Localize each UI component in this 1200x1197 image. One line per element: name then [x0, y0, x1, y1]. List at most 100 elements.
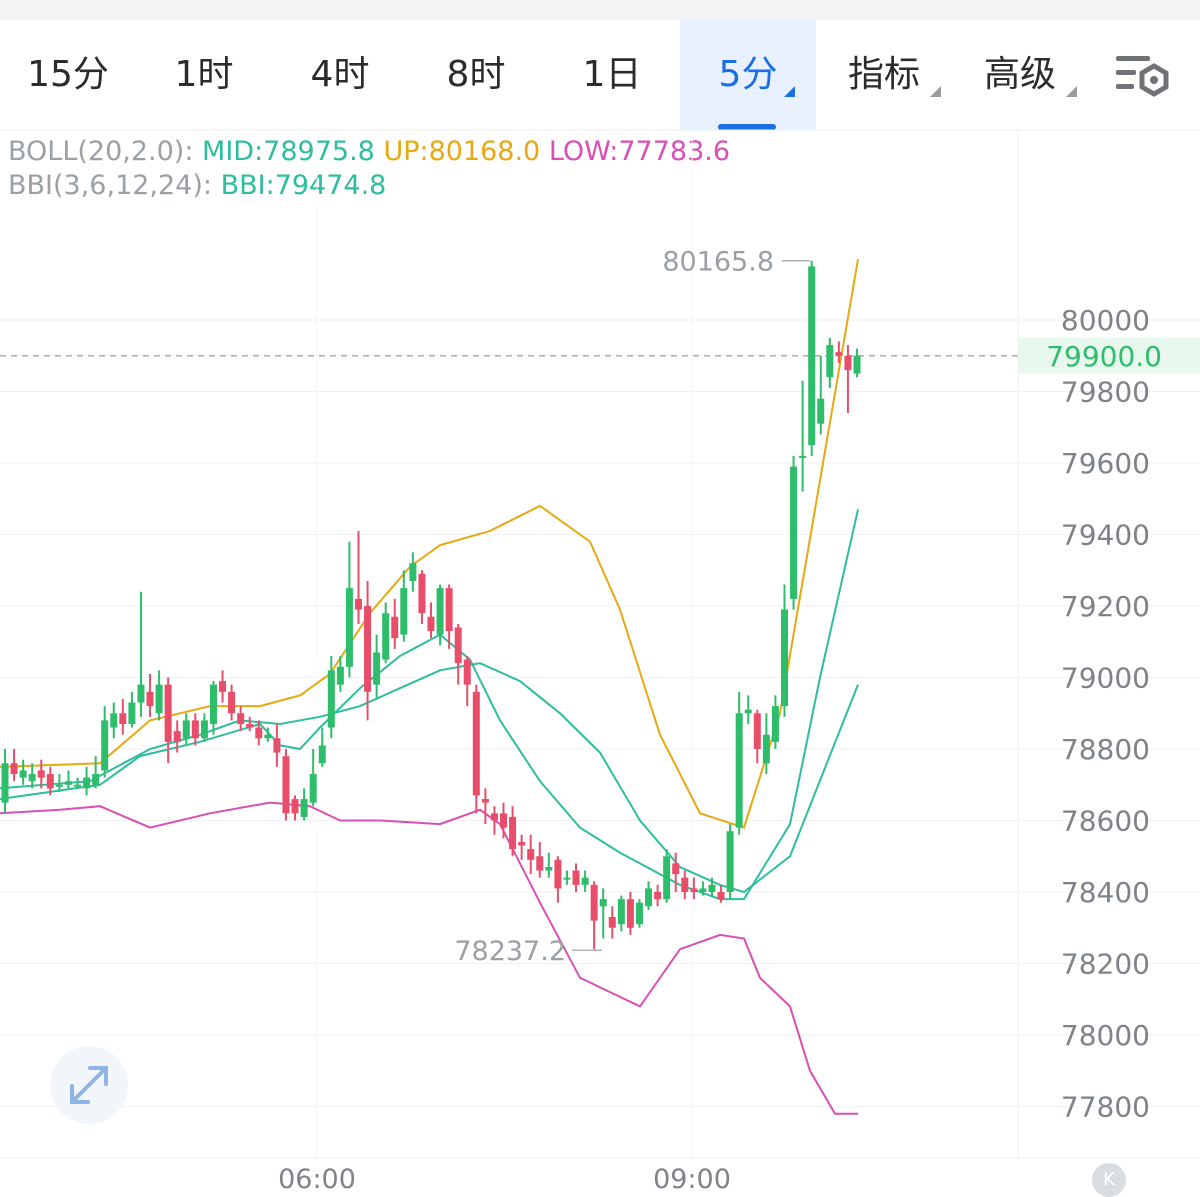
candle-body	[373, 652, 381, 685]
tab-label: 5分	[718, 54, 778, 95]
x-tick-label: 09:00	[653, 1164, 731, 1194]
y-tick-label: 79400	[1061, 519, 1150, 552]
candle	[735, 691, 743, 835]
candle	[590, 881, 598, 950]
candle	[354, 530, 362, 624]
candle-body	[209, 684, 217, 724]
candle	[1, 749, 9, 814]
candle	[373, 634, 381, 699]
candle	[563, 870, 571, 885]
candle	[264, 727, 272, 742]
candle	[219, 670, 227, 703]
candle	[146, 673, 154, 717]
candle-body	[64, 781, 72, 785]
candle	[55, 774, 63, 792]
candle-body	[808, 266, 816, 446]
boll-upper-line	[0, 259, 859, 829]
candle-body	[672, 863, 680, 875]
boll-mid-line	[0, 662, 859, 894]
candle	[400, 570, 408, 642]
candle-body	[327, 670, 335, 728]
candle	[345, 541, 353, 678]
candle	[663, 849, 671, 903]
candle-body	[635, 902, 643, 925]
chart-settings-icon[interactable]	[1110, 48, 1174, 104]
candle-body	[119, 713, 127, 724]
candle	[445, 584, 453, 649]
candle	[246, 716, 254, 732]
tab-1h[interactable]: 1时	[136, 20, 272, 130]
candle-body	[191, 720, 199, 739]
candle	[617, 895, 625, 932]
boll-legend: BOLL(20,2.0): MID:78975.8 UP:80168.0 LOW…	[8, 136, 730, 167]
candle	[780, 584, 788, 717]
candle-body	[364, 606, 372, 692]
candle	[300, 788, 308, 821]
candle	[527, 834, 535, 875]
candle-body	[826, 345, 834, 378]
candle	[92, 756, 100, 789]
candle	[427, 602, 435, 639]
candle-body	[481, 799, 489, 803]
y-tick-label: 79200	[1061, 590, 1150, 623]
tab-indicators[interactable]: 指标	[816, 20, 952, 130]
candle-body	[817, 398, 825, 424]
candle	[708, 877, 716, 896]
candle-body	[654, 892, 662, 900]
candle-body	[681, 877, 689, 892]
candle-body	[19, 770, 27, 778]
tab-label: 8时	[446, 54, 506, 95]
candle-body	[382, 613, 390, 660]
boll-name: BOLL(20,2.0):	[8, 136, 194, 167]
candle-body	[472, 691, 480, 796]
candle	[699, 881, 707, 896]
candle-body	[509, 816, 517, 850]
candle-body	[780, 609, 788, 707]
candle	[282, 749, 290, 821]
fullscreen-button[interactable]	[50, 1046, 128, 1124]
candle	[463, 656, 471, 707]
y-tick-label: 78200	[1061, 948, 1150, 981]
candle-body	[83, 777, 91, 789]
candle	[500, 802, 508, 839]
k-line-button[interactable]: K	[1092, 1163, 1126, 1197]
tab-5m[interactable]: 5分	[680, 20, 816, 130]
candle	[753, 709, 761, 764]
tab-4h[interactable]: 4时	[272, 20, 408, 130]
candle	[37, 759, 45, 789]
candle	[472, 684, 480, 814]
candle	[808, 260, 816, 456]
candle	[826, 337, 834, 388]
candle-body	[563, 877, 571, 880]
candle-body	[318, 745, 326, 764]
candle-body	[599, 899, 607, 907]
candle-body	[608, 917, 616, 928]
tab-8h[interactable]: 8时	[408, 20, 544, 130]
min-price-label: 78237.2	[454, 936, 566, 967]
candle-body	[219, 681, 227, 692]
candle	[690, 877, 698, 900]
y-tick-label: 79600	[1061, 447, 1150, 480]
candle	[509, 806, 517, 857]
tab-1d[interactable]: 1日	[544, 20, 680, 130]
y-tick-label: 78800	[1061, 733, 1150, 766]
candle	[645, 881, 653, 910]
candle	[762, 713, 770, 775]
y-tick-label: 78000	[1061, 1019, 1150, 1052]
y-tick-label: 80000	[1061, 304, 1150, 337]
candle	[182, 713, 190, 746]
tab-15m[interactable]: 15分	[0, 20, 136, 130]
expand-icon	[70, 1066, 108, 1104]
tab-advanced[interactable]: 高级	[952, 20, 1088, 130]
candle	[391, 598, 399, 649]
tab-label: 1日	[582, 54, 642, 95]
y-tick-label: 79800	[1061, 376, 1150, 409]
candle	[209, 681, 217, 735]
candle-body	[300, 799, 308, 817]
candle-body	[753, 713, 761, 749]
candle	[554, 856, 562, 903]
tab-label: 4时	[310, 54, 370, 95]
candle-body	[617, 899, 625, 925]
candle	[536, 841, 544, 878]
candle-body	[309, 774, 317, 803]
